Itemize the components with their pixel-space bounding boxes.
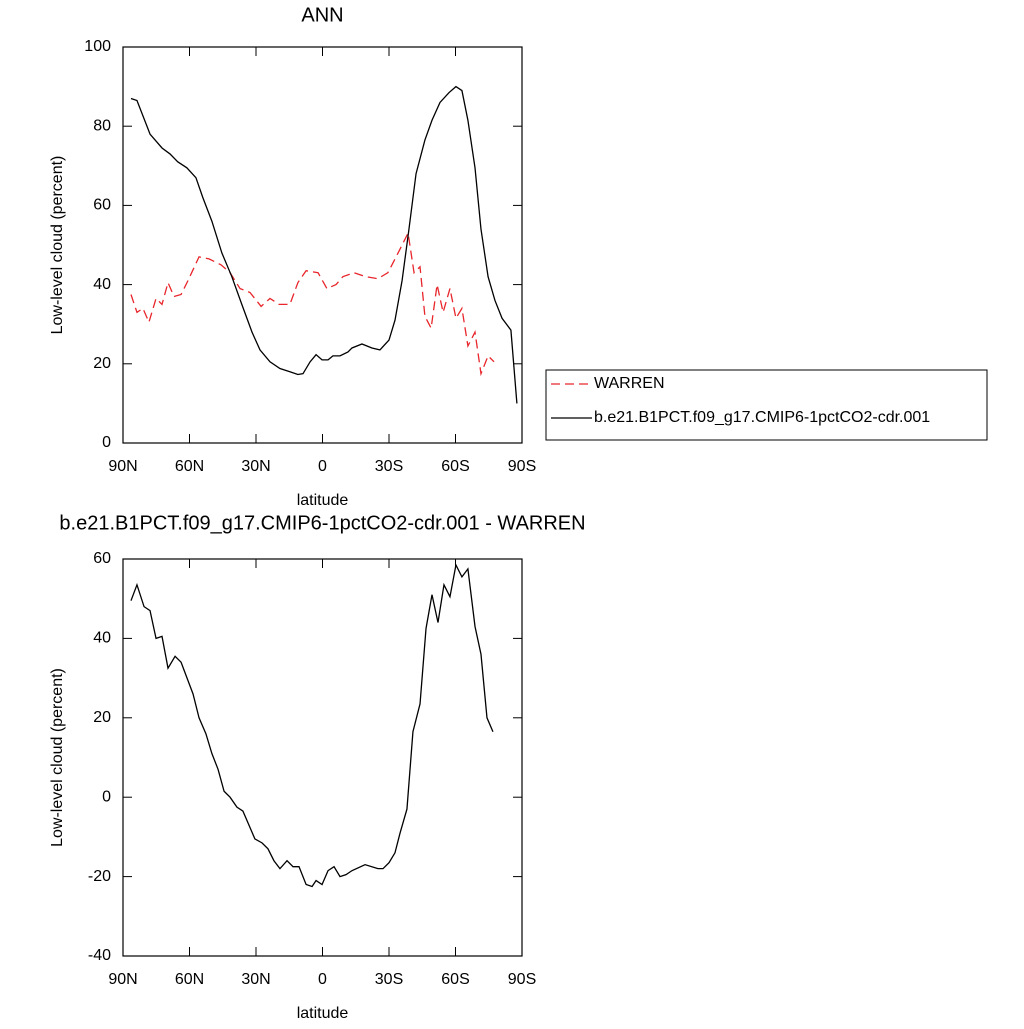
x-tick-label: 30S xyxy=(375,971,403,988)
x-tick-label: 60N xyxy=(175,458,204,475)
x-tick-label: 90N xyxy=(108,458,137,475)
chart-title: b.e21.B1PCT.f09_g17.CMIP6-1pctCO2-cdr.00… xyxy=(59,512,585,534)
x-axis-label: latitude xyxy=(297,1005,349,1022)
x-tick-label: 60S xyxy=(441,971,469,988)
x-tick-label: 60S xyxy=(441,458,469,475)
x-tick-label: 0 xyxy=(318,458,327,475)
y-tick-label: 80 xyxy=(93,117,111,134)
y-tick-label: 20 xyxy=(93,355,111,372)
legend-box xyxy=(545,369,988,441)
y-tick-label: 40 xyxy=(93,630,111,647)
plot-frame xyxy=(122,46,523,444)
legend-label: b.e21.B1PCT.f09_g17.CMIP6-1pctCO2-cdr.00… xyxy=(594,409,930,426)
y-tick-label: -20 xyxy=(88,868,111,885)
x-tick-label: 30S xyxy=(375,458,403,475)
y-tick-label: 0 xyxy=(102,434,111,451)
y-tick-label: 60 xyxy=(93,197,111,214)
x-tick-label: 0 xyxy=(318,971,327,988)
x-tick-label: 30N xyxy=(241,971,270,988)
plot-frame xyxy=(122,558,523,957)
x-axis-label: latitude xyxy=(297,492,349,509)
x-tick-label: 60N xyxy=(175,971,204,988)
y-axis-label: Low-level cloud (percent) xyxy=(49,668,66,847)
y-tick-label: 100 xyxy=(84,38,111,55)
y-tick-label: 60 xyxy=(93,550,111,567)
y-axis-label: Low-level cloud (percent) xyxy=(49,156,66,335)
legend-label: WARREN xyxy=(594,375,665,392)
x-tick-label: 90S xyxy=(508,971,536,988)
chart-title: ANN xyxy=(301,4,343,26)
y-tick-label: -40 xyxy=(88,947,111,964)
x-tick-label: 30N xyxy=(241,458,270,475)
x-tick-label: 90N xyxy=(108,971,137,988)
y-tick-label: 40 xyxy=(93,276,111,293)
data-line xyxy=(130,562,494,888)
y-tick-label: 20 xyxy=(93,709,111,726)
data-line xyxy=(130,85,518,404)
x-tick-label: 90S xyxy=(508,458,536,475)
data-line xyxy=(130,231,495,377)
y-tick-label: 0 xyxy=(102,788,111,805)
